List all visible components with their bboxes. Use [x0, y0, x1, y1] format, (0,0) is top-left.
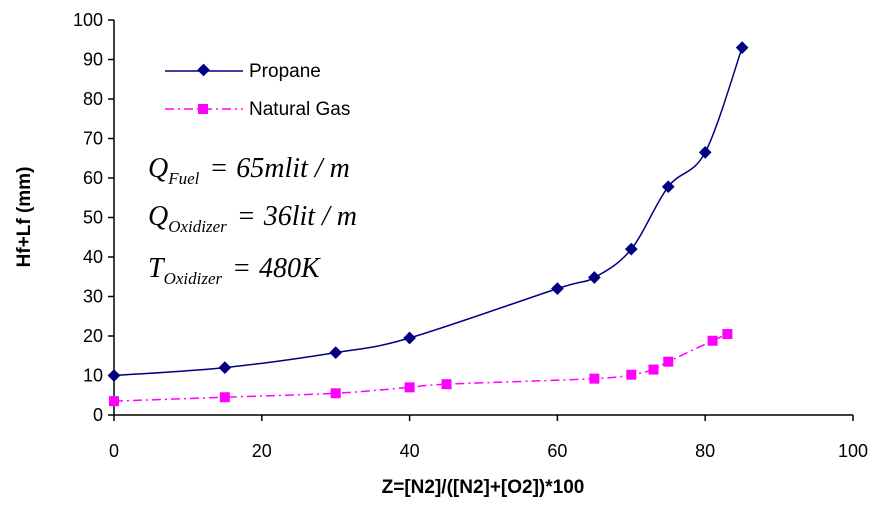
- legend-marker-natural-gas: [198, 104, 208, 114]
- y-tick-label: 40: [83, 247, 103, 267]
- eq-t-oxidizer-sub: Oxidizer: [164, 269, 223, 288]
- legend-item-propane: Propane: [165, 61, 321, 82]
- data-point-natural-gas: [330, 388, 341, 399]
- x-tick-label: 100: [838, 441, 868, 461]
- x-tick-label: 20: [252, 441, 272, 461]
- y-tick-label: 60: [83, 168, 103, 188]
- x-tick-label: 60: [547, 441, 567, 461]
- eq-q-oxidizer-rhs: 36lit / m: [263, 201, 357, 232]
- data-point-natural-gas: [626, 369, 637, 380]
- data-point-propane: [107, 369, 121, 382]
- eq-q-fuel: QFuel = 65mlit / m: [148, 153, 350, 188]
- data-point-propane: [403, 331, 416, 345]
- eq-q-oxidizer: QOxidizer = 36lit / m: [148, 201, 357, 236]
- eq-q-fuel-var: Q: [148, 153, 168, 184]
- eq-q-fuel-rhs: 65mlit / m: [236, 153, 350, 184]
- data-point-propane: [735, 41, 749, 55]
- data-point-propane: [587, 271, 601, 284]
- data-point-natural-gas: [707, 335, 718, 346]
- data-point-natural-gas: [109, 396, 119, 407]
- legend-marker-propane: [197, 63, 210, 77]
- y-tick-label: 70: [83, 129, 103, 149]
- y-tick-label: 100: [73, 10, 103, 30]
- x-tick-label: 40: [400, 441, 420, 461]
- series-line-propane: [113, 47, 743, 377]
- y-tick-label: 90: [83, 50, 103, 70]
- series-line-natural-gas: [113, 333, 728, 402]
- x-tick-label: 0: [109, 441, 119, 461]
- x-axis-title: Z=[N2]/([N2]+[O2])*100: [382, 477, 585, 498]
- data-point-natural-gas: [404, 382, 415, 393]
- eq-t-oxidizer: TOxidizer = 480K: [148, 253, 321, 288]
- y-tick-label: 20: [83, 326, 103, 346]
- legend-label-propane: Propane: [249, 61, 321, 82]
- x-tick-label: 80: [695, 441, 715, 461]
- data-point-natural-gas: [722, 329, 733, 340]
- eq-q-oxidizer-var: Q: [148, 201, 168, 232]
- y-tick-label: 0: [93, 405, 103, 425]
- data-point-natural-gas: [648, 364, 659, 375]
- data-point-propane: [218, 361, 232, 374]
- data-point-propane: [551, 282, 564, 295]
- eq-t-oxidizer-var: T: [148, 253, 166, 284]
- data-point-propane: [329, 346, 343, 359]
- y-tick-label: 80: [83, 89, 103, 109]
- eq-q-oxidizer-sub: Oxidizer: [168, 217, 227, 236]
- y-tick-label: 10: [83, 366, 103, 386]
- data-point-natural-gas: [663, 356, 674, 367]
- equations-annotation: QFuel = 65mlit / m QOxidizer = 36lit / m TOx…: [148, 153, 357, 288]
- y-tick-label: 30: [83, 287, 103, 307]
- legend-item-natural-gas: Natural Gas: [165, 99, 350, 120]
- data-point-natural-gas: [441, 379, 452, 390]
- y-tick-label: 50: [83, 208, 103, 228]
- eq-t-oxidizer-rhs: 480K: [259, 253, 321, 284]
- axis-ticks: 0 10 20 30 40 50 60 70 80 90 100 0 20 40 60 80 100: [73, 10, 868, 461]
- eq-q-fuel-sub: Fuel: [167, 169, 199, 188]
- data-point-propane: [698, 145, 712, 159]
- data-point-natural-gas: [589, 373, 600, 384]
- legend: Propane Natural Gas: [165, 61, 350, 120]
- legend-label-natural-gas: Natural Gas: [249, 99, 350, 120]
- y-axis-title: Hf+Lf (mm): [14, 167, 35, 268]
- data-point-natural-gas: [219, 392, 230, 403]
